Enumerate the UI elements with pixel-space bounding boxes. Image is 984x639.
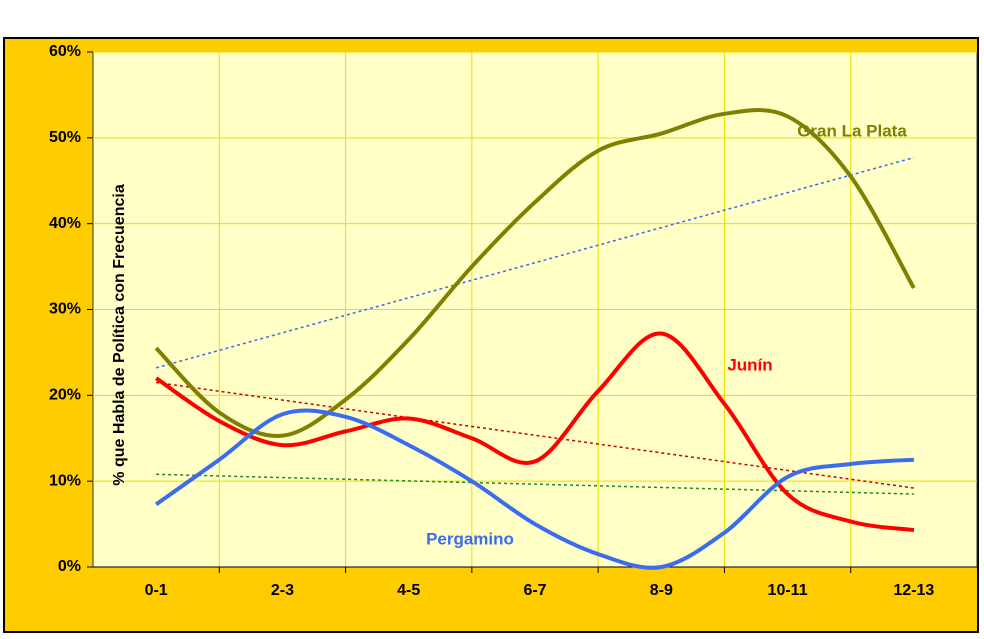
y-tick-label: 50% <box>49 129 81 146</box>
x-tick-label: 8-9 <box>650 582 673 599</box>
y-tick-label: 10% <box>49 472 81 489</box>
x-tick-label: 12-13 <box>893 582 934 599</box>
y-tick-label: 60% <box>49 43 81 60</box>
x-tick-label: 10-11 <box>768 582 808 599</box>
grid: 0% 10% 20% 30% 40% 50% 60% 0-1 2-3 4-5 6-7 8-9 10-11… <box>49 43 977 599</box>
series-label: Junín <box>727 355 772 374</box>
trend-line <box>156 381 914 489</box>
marks: Gran La Plata Junín Pergamino <box>154 108 916 570</box>
x-tick-label: 2-3 <box>271 582 294 599</box>
y-tick-label: 20% <box>49 387 81 404</box>
series-line <box>155 331 915 533</box>
y-tick-label: 0% <box>58 558 81 575</box>
x-tick-label: 6-7 <box>523 582 546 599</box>
y-tick-label: 30% <box>49 301 81 318</box>
x-tick-label: 4-5 <box>397 582 420 599</box>
y-tick-label: 40% <box>49 215 81 232</box>
x-tick-label: 0-1 <box>145 582 168 599</box>
trend-line <box>156 473 914 495</box>
series-label: Gran La Plata <box>797 121 907 140</box>
series-line <box>154 108 916 438</box>
series-line <box>154 408 914 570</box>
trend-line <box>155 156 915 369</box>
series-label: Pergamino <box>426 529 514 548</box>
y-axis-label: % que Habla de Política con Frecuencia <box>111 184 128 486</box>
